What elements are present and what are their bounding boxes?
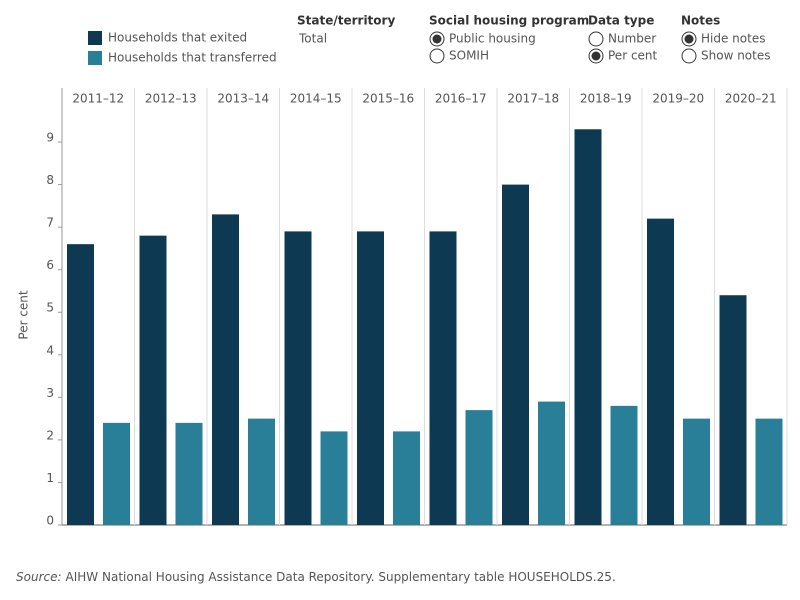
- radio-label[interactable]: Hide notes: [701, 32, 765, 46]
- bar: [212, 214, 239, 525]
- y-tick-label: 1: [46, 471, 54, 485]
- bar: [284, 231, 312, 526]
- category-header: 2011–12: [72, 92, 124, 106]
- bar: [320, 431, 348, 525]
- control-title: Notes: [681, 14, 720, 28]
- radio-label[interactable]: Number: [608, 32, 656, 46]
- radio-button[interactable]: [681, 48, 697, 64]
- legend-label: Households that transferred: [108, 51, 277, 65]
- radio-dot: [684, 34, 694, 44]
- bar: [465, 410, 493, 525]
- category-header: 2012–13: [145, 92, 197, 106]
- radio-label[interactable]: Show notes: [701, 49, 770, 63]
- category-header: 2018–19: [580, 92, 632, 106]
- category-header: 2013–14: [217, 92, 269, 106]
- legend-swatch: [88, 31, 102, 45]
- bar: [248, 418, 275, 525]
- category-header: 2016–17: [435, 92, 487, 106]
- radio-button[interactable]: [429, 48, 445, 64]
- y-tick-label: 4: [46, 343, 54, 357]
- control-value: Total: [298, 32, 327, 46]
- y-tick-label: 9: [46, 131, 54, 145]
- bar: [67, 244, 94, 525]
- source-text: AIHW National Housing Assistance Data Re…: [66, 570, 616, 584]
- bar: [683, 418, 710, 525]
- legend-swatch: [88, 51, 102, 65]
- bar: [574, 129, 602, 525]
- radio-label[interactable]: Public housing: [449, 32, 536, 46]
- bar: [103, 422, 130, 525]
- bar: [139, 235, 167, 525]
- bar: [610, 405, 638, 525]
- source-note: Source: AIHW National Housing Assistance …: [16, 570, 616, 584]
- y-tick-label: 8: [46, 173, 54, 187]
- radio-label[interactable]: Per cent: [608, 49, 658, 63]
- bar: [393, 431, 420, 525]
- y-tick-label: 5: [46, 301, 54, 315]
- bar: [429, 231, 457, 526]
- bar: [755, 418, 783, 525]
- radio-dot: [432, 34, 442, 44]
- y-axis-label: Per cent: [17, 290, 31, 340]
- y-tick-label: 0: [46, 514, 54, 528]
- radio-dot: [591, 51, 601, 61]
- y-tick-label: 6: [46, 258, 54, 272]
- y-tick-label: 3: [46, 386, 54, 400]
- bar: [502, 184, 529, 525]
- category-header: 2020–21: [725, 92, 777, 106]
- control-title: State/territory: [297, 14, 395, 28]
- bar: [719, 295, 747, 525]
- legend-label: Households that exited: [108, 31, 247, 45]
- y-tick-label: 2: [46, 428, 54, 442]
- source-label: Source:: [16, 570, 62, 584]
- category-header: 2015–16: [362, 92, 414, 106]
- category-header: 2014–15: [290, 92, 342, 106]
- radio-button[interactable]: [588, 31, 604, 47]
- control-title: Social housing program: [429, 14, 589, 28]
- category-header: 2019–20: [652, 92, 704, 106]
- bar: [538, 401, 565, 525]
- bar: [357, 231, 384, 526]
- bar: [647, 218, 674, 525]
- y-tick-label: 7: [46, 216, 54, 230]
- radio-label[interactable]: SOMIH: [449, 49, 489, 63]
- control-title: Data type: [588, 14, 654, 28]
- category-header: 2017–18: [507, 92, 559, 106]
- bar: [175, 422, 203, 525]
